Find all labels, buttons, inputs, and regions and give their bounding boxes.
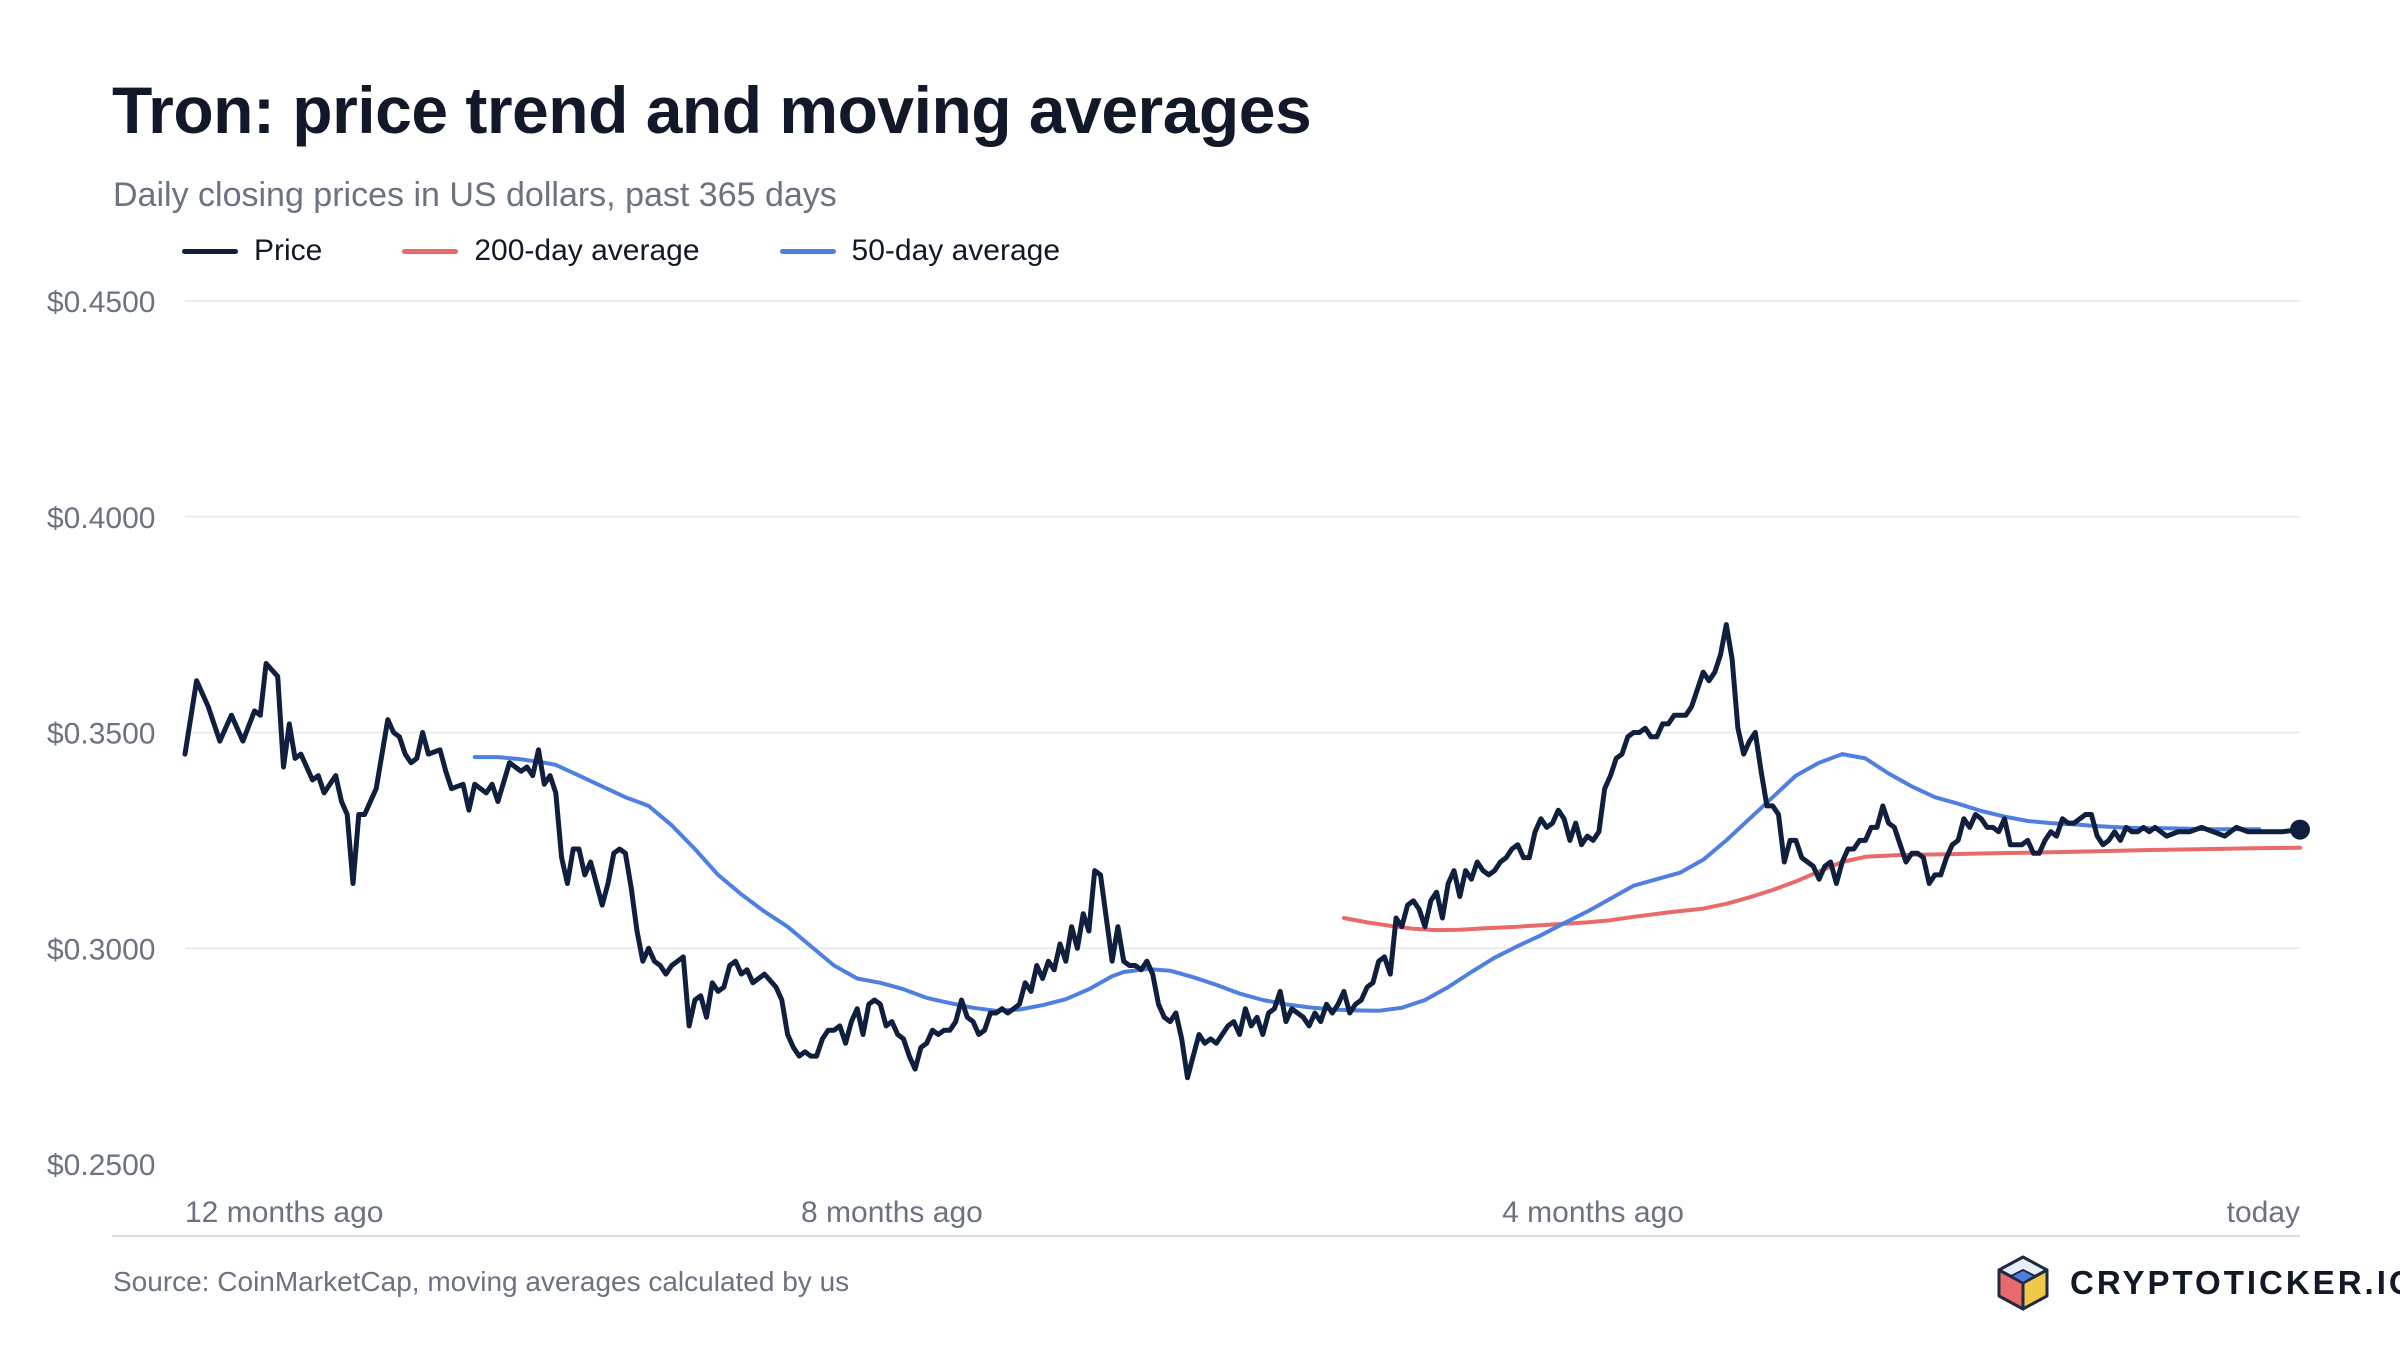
legend-swatch-50-day-average <box>779 248 836 254</box>
x-tick-label: today <box>2227 1196 2300 1229</box>
legend-swatch-price <box>182 248 238 254</box>
legend-item-price: Price <box>182 234 322 268</box>
legend-swatch-200-day-average <box>402 248 459 254</box>
legend-label-price: Price <box>254 234 323 267</box>
gridlines <box>112 300 2300 1237</box>
cube-logo-icon <box>1997 1255 2049 1311</box>
series-line-50-day-average <box>472 752 2262 1013</box>
legend-label-200-day-average: 200-day average <box>474 234 700 267</box>
x-axis-ticks: 12 months ago 8 months ago 4 months ago tod… <box>185 1196 2300 1229</box>
y-axis-ticks: $0.4500 $0.4000 $0.3500 $0.3000 $0.2500 <box>47 286 155 1182</box>
x-tick-label: 8 months ago <box>801 1196 983 1229</box>
legend-item-50-day-average: 50-day average <box>779 234 1061 268</box>
brand: CRYPTOTICKER.IO <box>1994 1254 2400 1312</box>
series-line-price <box>182 622 2303 1081</box>
y-tick-label: $0.4500 <box>47 286 155 319</box>
brand-name: CRYPTOTICKER.IO <box>2070 1264 2400 1301</box>
chart-subtitle: Daily closing prices in US dollars, past… <box>113 176 837 214</box>
chart-legend: Price 200-day average 50-day average <box>182 234 1140 268</box>
series-lines <box>182 622 2310 1081</box>
series-end-marker-price <box>2290 819 2310 840</box>
x-tick-label: 12 months ago <box>185 1196 383 1229</box>
y-tick-label: $0.4000 <box>47 502 155 535</box>
chart-title: Tron: price trend and moving averages <box>112 73 1312 147</box>
y-tick-label: $0.3000 <box>47 933 155 966</box>
x-tick-label: 4 months ago <box>1502 1196 1684 1229</box>
y-tick-label: $0.2500 <box>47 1149 155 1182</box>
legend-label-50-day-average: 50-day average <box>851 234 1061 267</box>
source-note: Source: CoinMarketCap, moving averages c… <box>113 1266 850 1297</box>
legend-item-200-day-average: 200-day average <box>402 234 700 268</box>
y-tick-label: $0.3500 <box>47 718 155 751</box>
series-line-200-day-average <box>1341 845 2302 933</box>
